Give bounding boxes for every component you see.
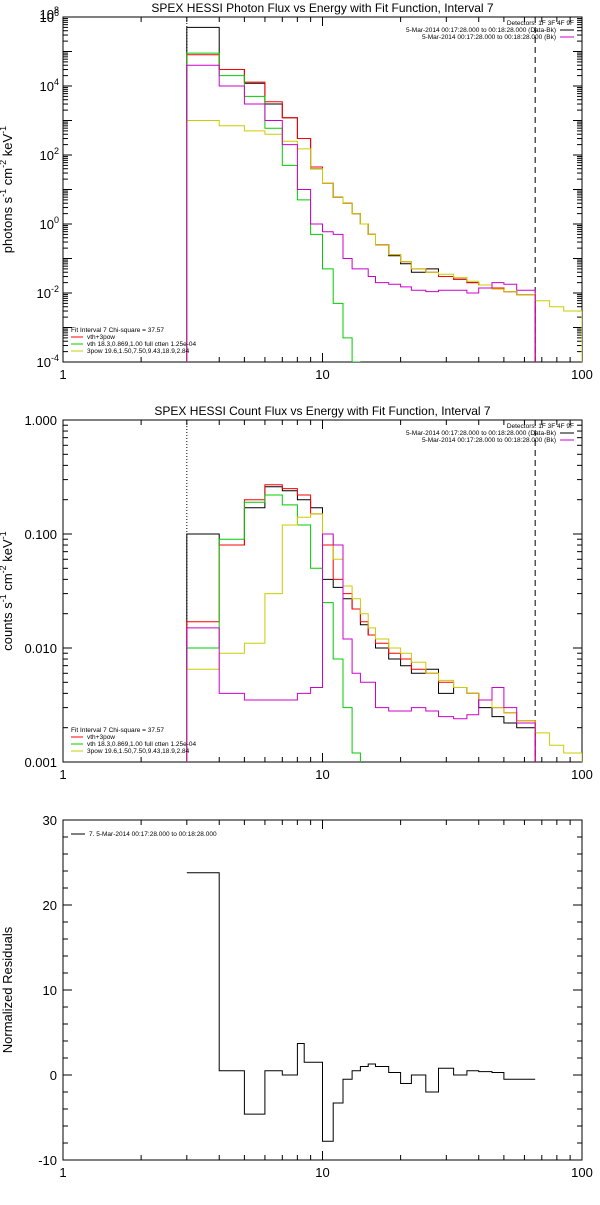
y-tick-label: 10 xyxy=(43,983,57,998)
y-tick-label: 104 xyxy=(40,77,59,94)
y-tick-base: 10 xyxy=(40,217,54,232)
y-axis-label: Normalized Residuals xyxy=(0,926,15,1053)
y-tick-label: 10-2 xyxy=(37,284,59,301)
x-tick-label: 1 xyxy=(59,367,66,382)
y-tick-label: 1.000 xyxy=(24,413,57,428)
legend-fit-entry: 3pow 19.6,1.50,7.50,9.43,18.9,2.84 xyxy=(87,748,190,755)
legend-top-entry: 5-Mar-2014 00:17:28.000 to 00:18:28.000 … xyxy=(406,27,556,34)
legend-top-header: Detectors: 1F 3F 4F 9F xyxy=(507,423,574,430)
chart-panel-3: 1 10 100 -10 0 10 20 30 Normalized Residuals 7. 5… xyxy=(0,813,593,1180)
series-line-5 xyxy=(186,533,536,762)
series-line-1 xyxy=(186,26,536,362)
legend-fit-entry: vth+3pow xyxy=(87,334,115,341)
y-axis-label: photons s-1 cm-2 keV-1 xyxy=(0,126,15,253)
y-tick-label: 106 xyxy=(40,8,59,25)
series-line-2 xyxy=(186,484,536,762)
series-line-4 xyxy=(186,120,582,362)
series-line-1 xyxy=(186,872,536,1142)
y-label-text: keV xyxy=(0,133,15,159)
y-top-base: 10 xyxy=(40,7,54,22)
series-group xyxy=(186,26,582,362)
series-line-3 xyxy=(186,494,361,762)
legend-fit-header: Fit Interval 7 Chi-square = 37.57 xyxy=(71,727,164,734)
y-label-exp: -1 xyxy=(0,531,8,539)
series-group xyxy=(186,484,582,762)
y-tick-label: 0.010 xyxy=(24,641,57,656)
y-label-exp: -1 xyxy=(0,594,8,602)
legend-top-entry: 5-Mar-2014 00:17:28.000 to 00:18:28.000 … xyxy=(406,430,556,437)
y-axis-label: counts s-1 cm-2 keV-1 xyxy=(0,531,15,650)
x-tick-label: 10 xyxy=(315,367,329,382)
y-tick-base: 10 xyxy=(40,148,54,163)
y-label-text: photons s xyxy=(0,196,15,253)
y-tick-base: 10 xyxy=(37,286,51,301)
y-label-exp: -1 xyxy=(0,126,8,134)
legend-top-entry: 5-Mar-2014 00:17:28.000 to 00:18:28.000 … xyxy=(422,437,556,444)
y-tick-exp: -2 xyxy=(51,284,59,294)
series-line-5 xyxy=(186,64,536,362)
y-tick-exp: -4 xyxy=(51,353,59,363)
plot-frame xyxy=(62,16,583,363)
y-top-exp: 8 xyxy=(54,5,59,15)
legend-top-entry: 5-Mar-2014 00:17:28.000 to 00:18:28.000 … xyxy=(422,34,556,41)
series-line-4 xyxy=(186,513,582,762)
legend-fit-header: Fit Interval 7 Chi-square = 37.57 xyxy=(71,327,164,334)
x-tick-label: 100 xyxy=(571,367,593,382)
chart-panel-1: SPEX HESSI Photon Flux vs Energy with Fi… xyxy=(0,1,593,382)
y-label-text: keV xyxy=(0,539,15,565)
y-tick-label: 100 xyxy=(40,215,59,232)
legend-fit-entry: 3pow 19.6,1.50,7.50,9.43,18.9,2.84 xyxy=(87,348,190,355)
series-line-3 xyxy=(186,52,361,362)
x-tick-label: 10 xyxy=(315,767,329,782)
y-label-exp: -2 xyxy=(0,565,8,573)
chart-panel-2: SPEX HESSI Count Flux vs Energy with Fit… xyxy=(0,404,593,782)
x-tick-label: 100 xyxy=(571,1165,593,1180)
chart-title: SPEX HESSI Count Flux vs Energy with Fit… xyxy=(154,404,490,418)
y-tick-exp: 2 xyxy=(54,146,59,156)
x-tick-label: 100 xyxy=(571,767,593,782)
legend-top-header: Detectors: 1F 3F 4F 9F xyxy=(507,20,574,27)
y-label-text: cm xyxy=(0,573,15,594)
y-tick-label: 0 xyxy=(50,1068,57,1083)
y-top-label: 108 xyxy=(40,5,59,22)
y-tick-label: 10-4 xyxy=(37,353,59,370)
series-group xyxy=(186,872,536,1142)
x-tick-label: 10 xyxy=(315,1165,329,1180)
x-tick-label: 1 xyxy=(59,1165,66,1180)
y-tick-exp: 6 xyxy=(54,8,59,18)
legend-fit-entry: vth 18.3,0.869,1.00 full ctten 1.25e-04 xyxy=(87,341,197,348)
series-line-1 xyxy=(186,486,536,762)
y-tick-base: 10 xyxy=(40,10,54,25)
y-label-text: counts s xyxy=(0,602,15,651)
y-label-exp: -1 xyxy=(0,189,8,197)
y-tick-label: 20 xyxy=(43,898,57,913)
y-tick-base: 10 xyxy=(40,79,54,94)
x-tick-label: 1 xyxy=(59,767,66,782)
y-tick-label: 0.100 xyxy=(24,527,57,542)
series-line-2 xyxy=(186,54,536,362)
y-tick-exp: 4 xyxy=(54,77,59,87)
chart-title: SPEX HESSI Photon Flux vs Energy with Fi… xyxy=(151,1,493,15)
y-tick-exp: 0 xyxy=(54,215,59,225)
y-tick-label: -10 xyxy=(38,1153,57,1168)
y-tick-label: 0.001 xyxy=(24,755,57,770)
y-label-exp: -2 xyxy=(0,160,8,168)
y-label-text: cm xyxy=(0,168,15,189)
legend-fit-entry: vth 18.3,0.869,1.00 full ctten 1.25e-04 xyxy=(87,741,197,748)
y-tick-base: 10 xyxy=(37,355,51,370)
legend-entry: 7. 5-Mar-2014 00:17:28.000 to 00:18:28.0… xyxy=(89,831,217,838)
y-tick-label: 102 xyxy=(40,146,59,163)
legend-fit-entry: vth+3pow xyxy=(87,734,115,741)
y-tick-label: 30 xyxy=(43,813,57,828)
